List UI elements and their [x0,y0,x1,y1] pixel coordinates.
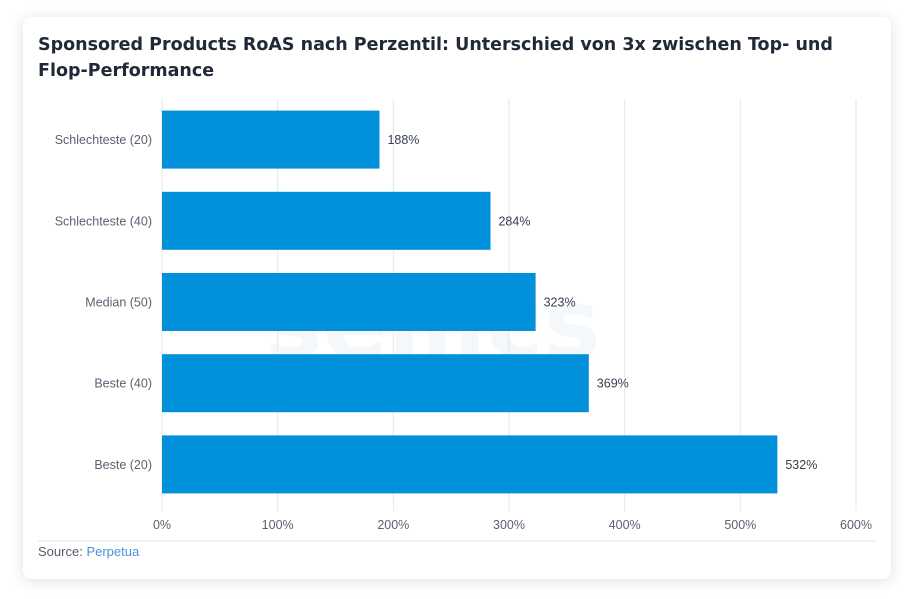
x-tick-label: 400% [609,518,641,532]
source-link[interactable]: Perpetua [86,544,140,559]
data-label: 532% [785,458,817,472]
x-tick-label: 0% [153,518,171,532]
x-tick-label: 600% [840,518,872,532]
x-tick-label: 200% [377,518,409,532]
source-label: Source: [38,544,83,559]
chart-card: Sponsored Products RoAS nach Perzentil: … [23,17,891,579]
bar[interactable] [162,273,536,331]
category-label: Beste (40) [94,377,152,391]
x-tick-label: 300% [493,518,525,532]
bar[interactable] [162,110,380,169]
category-label: Median (50) [85,296,152,310]
category-label: Schlechteste (20) [55,133,152,147]
bar[interactable] [162,191,491,250]
source-line: Source: Perpetua [38,544,139,559]
data-label: 369% [597,377,629,391]
x-tick-label: 500% [724,518,756,532]
chart-title: Sponsored Products RoAS nach Perzentil: … [38,35,833,81]
bar[interactable] [162,354,589,413]
category-label: Schlechteste (40) [55,214,152,228]
data-label: 323% [544,296,576,310]
category-label: Beste (20) [94,458,152,472]
x-tick-label: 100% [262,518,294,532]
data-label: 188% [387,133,419,147]
bar[interactable] [162,435,778,494]
bar-chart: sellics0%100%200%300%400%500%600%Schlech… [38,99,876,542]
data-label: 284% [498,214,530,228]
